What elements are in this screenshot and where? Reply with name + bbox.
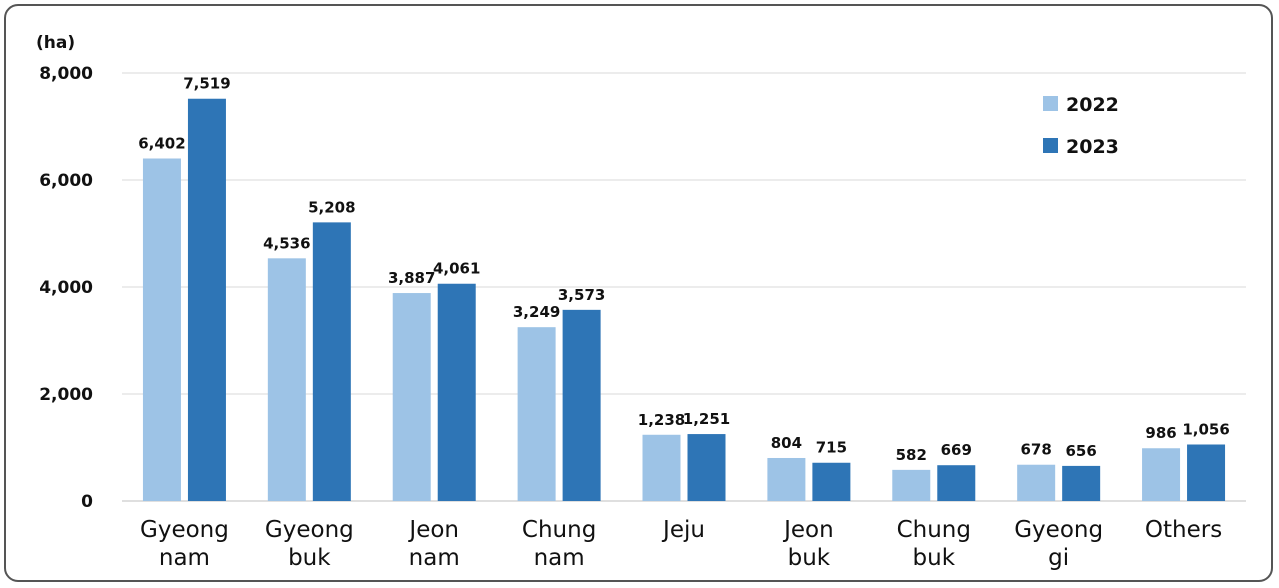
bar-2022 [142, 158, 181, 502]
y-tick-label: 0 [81, 492, 93, 512]
data-label: 1,251 [683, 410, 730, 428]
bar-2023 [1187, 444, 1226, 501]
category-label: nam [534, 545, 585, 571]
category-label: Gyeong [1014, 517, 1103, 543]
bar-2022 [767, 457, 806, 501]
data-label: 669 [941, 441, 972, 459]
category-label: Chung [522, 517, 596, 543]
bar-2023 [687, 434, 726, 501]
bar-2023 [1062, 465, 1101, 501]
bars [142, 98, 1226, 502]
data-label: 6,402 [138, 134, 185, 152]
gridlines [122, 72, 1246, 502]
bar-2022 [892, 469, 931, 501]
bar-2023 [812, 462, 851, 501]
data-label: 3,249 [513, 303, 560, 321]
bar-2022 [392, 293, 431, 501]
data-label: 1,238 [638, 411, 685, 429]
data-label: 3,573 [558, 286, 605, 304]
y-tick-label: 8,000 [39, 64, 93, 84]
category-label: nam [159, 545, 210, 571]
data-label: 3,887 [388, 269, 435, 287]
category-label: buk [913, 545, 956, 571]
category-label: buk [288, 545, 331, 571]
bar-2023 [437, 283, 476, 501]
category-label: buk [788, 545, 831, 571]
y-tick-label: 4,000 [39, 278, 93, 298]
data-label: 4,061 [433, 260, 480, 278]
category-label: Others [1145, 517, 1222, 543]
category-label: nam [409, 545, 460, 571]
data-label: 5,208 [308, 198, 355, 216]
category-label: Chung [897, 517, 971, 543]
bar-2023 [562, 309, 601, 501]
y-tick-label: 6,000 [39, 171, 93, 191]
category-label: gi [1048, 545, 1069, 571]
y-axis-ticks: 0 2,000 4,000 6,000 8,000 [39, 64, 93, 512]
data-label: 804 [771, 434, 802, 452]
data-label: 715 [816, 439, 847, 457]
bar-2022 [517, 327, 556, 501]
category-label: Jeon [782, 517, 834, 543]
category-label: Jeon [407, 517, 459, 543]
data-label: 7,519 [183, 75, 230, 93]
bar-2022 [267, 258, 306, 501]
legend-swatch [1043, 96, 1058, 111]
data-label: 1,056 [1182, 421, 1229, 439]
category-label: Gyeong [140, 517, 229, 543]
y-axis-unit-label: (ha) [36, 33, 75, 53]
data-label: 582 [896, 446, 927, 464]
bar-2023 [312, 222, 351, 501]
y-tick-label: 2,000 [39, 385, 93, 405]
legend: 2022 2023 [1043, 94, 1119, 158]
category-label: Jeju [661, 517, 705, 543]
bar-2023 [187, 98, 226, 502]
category-label: Gyeong [265, 517, 354, 543]
bar-2023 [937, 465, 976, 501]
legend-label: 2023 [1066, 136, 1119, 158]
data-label: 656 [1066, 442, 1097, 460]
bar-2022 [1142, 448, 1181, 501]
legend-swatch [1043, 138, 1058, 153]
data-label: 4,536 [263, 234, 310, 252]
bar-2022 [1017, 464, 1056, 501]
data-label: 986 [1145, 424, 1176, 442]
data-label: 678 [1021, 441, 1052, 459]
legend-label: 2022 [1066, 94, 1119, 116]
bar-2022 [642, 434, 681, 501]
